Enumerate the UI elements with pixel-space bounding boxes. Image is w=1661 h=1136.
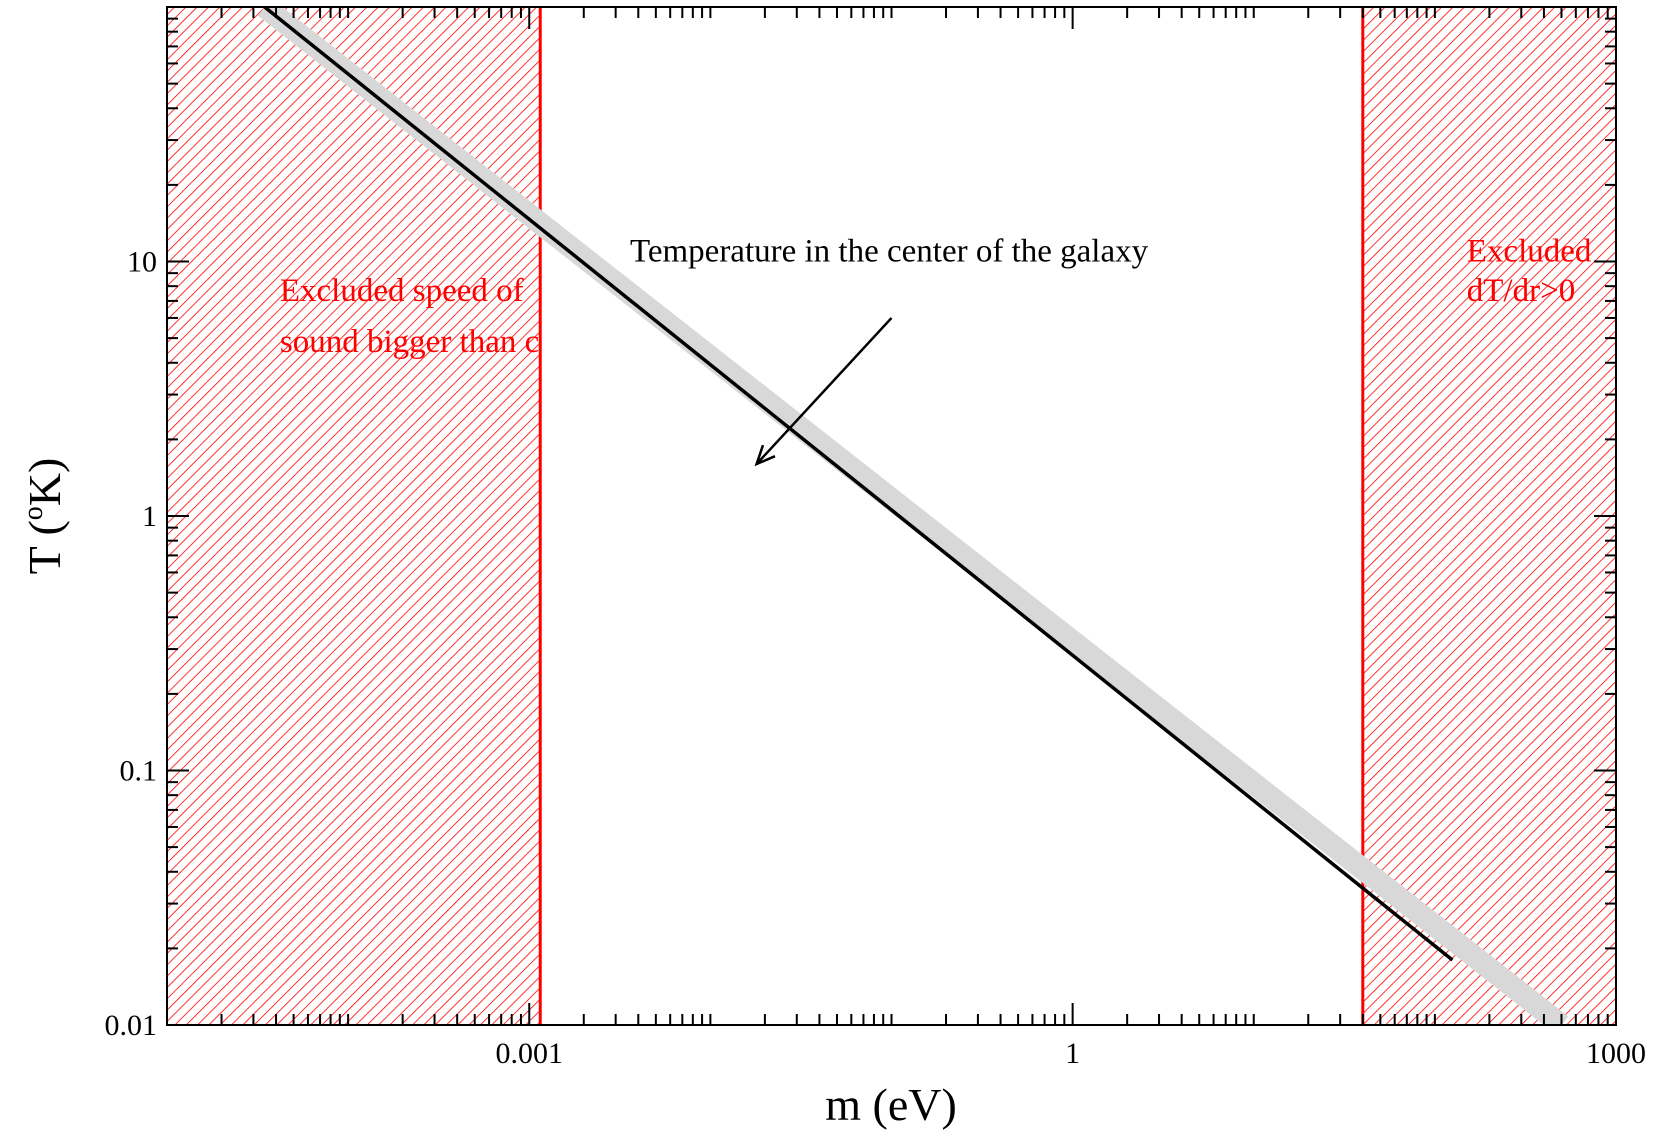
x-tick-label: 1	[1065, 1037, 1080, 1070]
y-tick-label: 0.1	[120, 755, 158, 788]
y-axis-title: T (oK)	[18, 458, 70, 575]
excluded-region-1-label-1: Excluded speed of	[280, 273, 524, 309]
excluded-region-2-hatch	[1362, 7, 1616, 1025]
x-tick-label: 1000	[1586, 1037, 1646, 1070]
annotation-text: Temperature in the center of the galaxy	[630, 234, 1149, 270]
annotation-arrow-head	[754, 444, 776, 467]
temperature-line	[263, 7, 1454, 962]
y-tick-label: 1	[142, 500, 157, 533]
x-tick-label: 0.001	[496, 1037, 564, 1070]
y-axis-title-end: K)	[19, 458, 70, 507]
axis-ticks	[166, 7, 1617, 1026]
x-axis-title: m (eV)	[825, 1079, 957, 1130]
uncertainty-band-layer	[257, 7, 1569, 1025]
excluded-region-1-label-2: sound bigger than c	[280, 324, 539, 360]
y-tick-labels: 0.01 0.1 1 10	[105, 246, 158, 1043]
y-tick-label: 10	[127, 246, 157, 279]
excluded-region-2-label-2: dT/dr>0	[1467, 273, 1575, 309]
excluded-region-labels: Excluded speed of sound bigger than c Excl…	[280, 234, 1592, 361]
uncertainty-band	[257, 7, 1569, 1025]
y-tick-label: 0.01	[105, 1009, 158, 1042]
excluded-region-1-hatch	[167, 7, 541, 1025]
x-tick-labels: 0.001 1 1000	[496, 1037, 1647, 1070]
excluded-region-2-label-1: Excluded	[1467, 234, 1592, 270]
series-layer	[263, 7, 1454, 962]
y-axis-title-sup: o	[18, 506, 49, 520]
excluded-regions	[167, 7, 1616, 1025]
annotation-arrow-shaft	[755, 317, 893, 465]
y-axis-title-main: T (	[19, 520, 70, 574]
annotation-layer: Temperature in the center of the galaxy	[630, 234, 1149, 467]
